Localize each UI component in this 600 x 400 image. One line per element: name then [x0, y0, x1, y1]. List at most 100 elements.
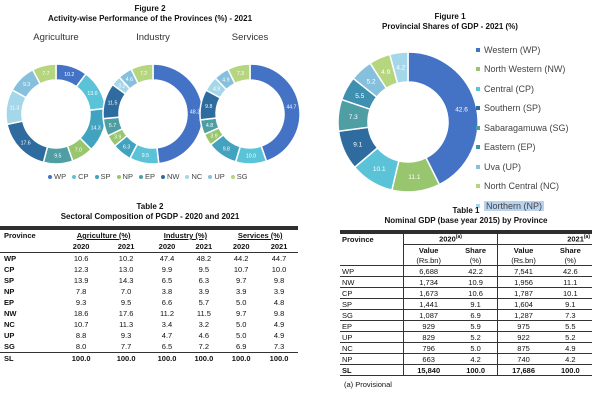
table-row: CP 1,673 10.6 1,787 10.1 [340, 287, 592, 299]
value-cell: 929 [402, 320, 454, 332]
table-row: WP 10.6 10.2 47.4 48.2 44.2 44.7 [0, 253, 298, 265]
figure-1-data-label: 9.1 [353, 141, 362, 148]
figure-1-legend-label: North Central (NC) [484, 181, 560, 192]
figure-1-data-label: 42.6 [455, 106, 468, 113]
table-2-year: 2021 [117, 242, 135, 251]
value-cell: 48.2 [196, 254, 212, 263]
table-1-header-value-unit: (Rs.bn) [402, 255, 454, 266]
figure-2-services-data-label: 4.8 [206, 123, 213, 129]
province-cell: NC [4, 320, 15, 329]
value-cell: 10.7 [233, 265, 249, 274]
table-1-total-row: SL 15,840 100.0 17,686 100.0 [340, 364, 592, 376]
value-cell: 12.3 [73, 265, 89, 274]
province-cell: EP [4, 298, 15, 307]
table-2-year: 2020 [158, 242, 176, 251]
value-cell: 1,287 [497, 309, 549, 321]
value-cell: 9.7 [235, 309, 247, 318]
value-cell: 1,441 [402, 298, 454, 310]
legend-marker [476, 86, 480, 91]
figure-2-legend-label: EP [144, 172, 155, 181]
figure-1-data-label: 11.1 [408, 174, 421, 181]
legend-marker [48, 174, 52, 179]
value-cell: 3.9 [273, 287, 285, 296]
province-cell: NW [342, 277, 355, 287]
value-cell: 9.7 [235, 276, 247, 285]
figure-2-legend-item: WP [48, 172, 66, 181]
figure-2-legend-item: CP [72, 172, 89, 181]
value-cell: 10.1 [563, 288, 578, 298]
figure-1-legend-label: Northern (NP) [484, 200, 545, 211]
table-2-grid: Province Agriculture (%) Industry (%) Se… [0, 230, 298, 364]
value-cell: 796 [402, 342, 454, 354]
value-cell: 3.4 [161, 320, 173, 329]
province-cell: SP [4, 276, 15, 285]
figure-2-donut-industry: 48.2 9.5 6.33.9 5.7 11.5 3.24.6 7.2 [102, 63, 204, 165]
value-cell: 3.8 [161, 287, 173, 296]
value-cell: 5.9 [470, 321, 481, 331]
figure-2-agriculture-data-label: 17.6 [21, 141, 31, 147]
value-cell: 4.2 [565, 354, 576, 364]
table-1-header-2020: 2020(a) [402, 234, 498, 245]
figure-2-legend-item: NP [116, 172, 133, 181]
figure-1-legend-label: North Western (NW) [484, 64, 566, 75]
value-cell: 922 [497, 331, 549, 343]
province-cell: SP [342, 299, 353, 309]
value-cell: 100.0 [194, 354, 214, 363]
figure-2-legend-label: CP [78, 172, 89, 181]
table-1-header-share: Share [559, 245, 581, 255]
legend-marker [138, 174, 143, 179]
figure-2-subtitle: Activity-wise Performance of the Provinc… [47, 14, 253, 23]
figure-1-legend: Western (WP) North Western (NW) Central (C… [476, 40, 569, 216]
figure-1-legend-item: Southern (SP) [476, 99, 569, 119]
value-cell: 44.2 [233, 254, 249, 263]
value-cell: 5.0 [235, 331, 247, 340]
table-2-year: 2021 [270, 242, 288, 251]
value-cell: 9.8 [273, 276, 285, 285]
table-2-header-agriculture: Agriculture (%) [76, 231, 131, 240]
figure-1-legend-label: Eastern (EP) [484, 142, 536, 153]
value-cell: 6.5 [161, 276, 173, 285]
value-cell: 1,787 [497, 287, 549, 299]
table-2-header-industry: Industry (%) [163, 231, 208, 240]
value-cell: 15,840 [402, 364, 454, 376]
figure-2-industry-data-label: 6.3 [123, 144, 130, 150]
legend-marker [476, 164, 480, 169]
figure-2-legend-item: NC [185, 172, 202, 181]
legend-marker [116, 174, 121, 179]
value-cell: 1,604 [497, 298, 549, 310]
value-cell: 4.2 [470, 354, 481, 364]
value-cell: 7.3 [565, 310, 576, 320]
figure-2-legend-label: NC [191, 172, 203, 181]
value-cell: 9.8 [273, 309, 285, 318]
province-cell: UP [4, 331, 15, 340]
figure-1-data-label: 4.2 [396, 65, 405, 72]
value-cell: 1,734 [402, 276, 454, 288]
figure-2-legend-label: SP [100, 172, 111, 181]
figure-1-subtitle: Provincial Shares of GDP - 2021 (%) [382, 22, 518, 31]
figure-2-industry-data-label: 4.6 [126, 77, 133, 83]
value-cell: 100.0 [116, 354, 136, 363]
legend-marker [476, 67, 480, 72]
value-cell: 1,673 [402, 287, 454, 299]
value-cell: 1,087 [402, 309, 454, 321]
value-cell: 3.9 [198, 287, 210, 296]
figure-2-series-title: Agriculture [33, 32, 78, 43]
value-cell: 7.3 [273, 342, 285, 351]
value-cell: 3.9 [235, 287, 247, 296]
figure-2-services-slice-sg [226, 63, 251, 85]
legend-marker [476, 184, 480, 189]
value-cell: 1,956 [497, 276, 549, 288]
table-1-header-share-unit: (%) [564, 255, 577, 265]
table-row: NC 796 5.0 875 4.9 [340, 342, 592, 354]
figure-2-legend-item: NW [160, 172, 179, 181]
figure-1-slice-western-wp [407, 51, 479, 186]
table-2-header-services: Services (%) [237, 231, 283, 240]
value-cell: 100.0 [269, 354, 289, 363]
province-cell: EP [342, 321, 353, 331]
figure-1: Figure 1 Provincial Shares of GDP - 2021… [300, 0, 600, 211]
value-cell: 13.9 [73, 276, 89, 285]
figure-1-legend-item: Sabaragamuwa (SG) [476, 118, 569, 138]
value-cell: 9.1 [470, 299, 481, 309]
table-1-subtitle: Nominal GDP (base year 2015) by Province [384, 216, 548, 225]
table-row: SP 13.9 14.3 6.5 6.3 9.7 9.8 [0, 275, 298, 286]
